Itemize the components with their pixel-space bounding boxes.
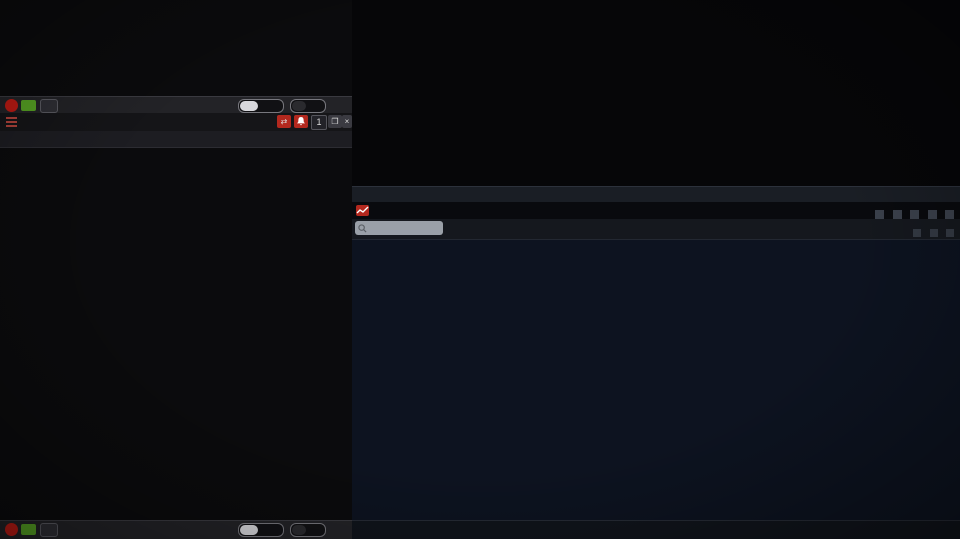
oval-icon [292, 101, 306, 111]
konfiguration-tab[interactable] [40, 523, 58, 537]
close-icon[interactable]: × [342, 115, 352, 128]
toggle-pill[interactable] [238, 99, 284, 113]
intraday-candles[interactable] [378, 240, 960, 508]
top-config-strip [0, 96, 352, 114]
watchlist-titlebar: ⇄ 1 ❐ × [0, 113, 352, 131]
bottom-config-strip [0, 520, 352, 539]
flag-pill[interactable] [290, 523, 326, 537]
menu-icon[interactable] [6, 117, 17, 127]
flag-pill[interactable] [290, 99, 326, 113]
alert-bell-icon[interactable] [294, 115, 308, 128]
restore-window-icon[interactable]: ❐ [328, 115, 342, 128]
broker-logo-icon[interactable] [5, 523, 18, 536]
main-chart-plot [352, 240, 960, 520]
broker-logo-icon[interactable] [5, 99, 18, 112]
watchlist-table [0, 147, 352, 519]
window-controls[interactable] [871, 206, 954, 224]
chart-type-icon [356, 205, 369, 216]
toolbar-right-icons[interactable] [909, 224, 954, 242]
daily-config-bar[interactable] [352, 186, 960, 203]
main-chart-titlebar [352, 202, 960, 219]
toggle-dash-icon [240, 525, 258, 535]
search-input[interactable] [355, 221, 443, 235]
main-chart-tools [352, 0, 382, 539]
link-windows-icon[interactable]: ⇄ [277, 115, 291, 128]
window-count-badge[interactable]: 1 [311, 115, 327, 130]
left-panel: ⇄ 1 ❐ × [0, 0, 352, 539]
session-badge [21, 100, 36, 111]
daily-chart-panel [352, 0, 960, 186]
session-badge [21, 524, 36, 535]
chart-area [352, 0, 960, 539]
oval-icon [292, 525, 306, 535]
toggle-dash-icon [240, 101, 258, 111]
toggle-pill[interactable] [238, 523, 284, 537]
konfiguration-tab[interactable] [40, 99, 58, 113]
chart-bottom-bar [352, 520, 960, 539]
main-chart-toolbar [352, 219, 960, 240]
daily-candles[interactable] [378, 0, 960, 166]
watchlist-column-header [0, 131, 352, 148]
